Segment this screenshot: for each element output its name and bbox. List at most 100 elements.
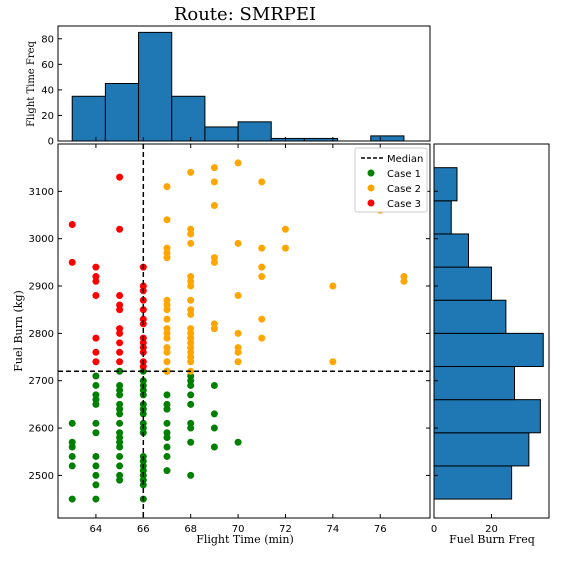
scatter-point-case2 bbox=[187, 296, 195, 304]
y-tick-label: 2700 bbox=[29, 376, 54, 387]
right-hist-bar bbox=[433, 432, 530, 467]
scatter-point-case1 bbox=[187, 419, 195, 427]
right-histogram: 0 20 bbox=[431, 143, 550, 535]
top-hist-bar bbox=[138, 31, 173, 142]
right-hist-bar bbox=[433, 200, 452, 235]
x-tick-label: 74 bbox=[326, 524, 339, 535]
scatter-point-case2 bbox=[400, 273, 408, 281]
top-hist-y-label: Flight Time Freq bbox=[26, 40, 37, 126]
scatter-point-case1 bbox=[116, 367, 124, 375]
scatter-point-case3 bbox=[116, 325, 124, 333]
y-tick-label: 2800 bbox=[29, 329, 54, 340]
scatter-point-case2 bbox=[163, 358, 171, 366]
top-hist-y-tick-label: 60 bbox=[41, 60, 54, 71]
scatter-point-case1 bbox=[210, 443, 218, 451]
right-hist-bar bbox=[433, 465, 513, 500]
scatter-point-case1 bbox=[92, 471, 100, 479]
scatter-point-case2 bbox=[258, 178, 266, 186]
scatter-point-case1 bbox=[116, 462, 124, 470]
legend-median-label: Median bbox=[387, 154, 423, 165]
scatter-point-case1 bbox=[234, 438, 242, 446]
top-hist-y-tick-label: 20 bbox=[41, 111, 54, 122]
right-hist-bar bbox=[433, 233, 469, 268]
scatter-point-case1 bbox=[187, 471, 195, 479]
scatter-point-case3 bbox=[68, 220, 76, 228]
y-tick-label: 2600 bbox=[29, 424, 54, 435]
chart-title: Route: SMRPEI bbox=[174, 4, 316, 25]
x-tick-label: 68 bbox=[184, 524, 197, 535]
scatter-point-case2 bbox=[163, 325, 171, 333]
scatter-point-case2 bbox=[281, 244, 289, 252]
scatter-point-case1 bbox=[187, 438, 195, 446]
scatter-point-case1 bbox=[163, 429, 171, 437]
scatter-point-case1 bbox=[139, 419, 147, 427]
top-histogram: 0 20 40 60 80 bbox=[41, 25, 431, 148]
scatter-point-case1 bbox=[116, 400, 124, 408]
scatter-point-case2 bbox=[163, 315, 171, 323]
top-hist-bar bbox=[104, 83, 140, 142]
legend-case1-label: Case 1 bbox=[387, 169, 421, 180]
x-tick-label: 70 bbox=[232, 524, 245, 535]
right-hist-bar bbox=[433, 266, 492, 301]
legend: Median Case 1 Case 2 Case 3 bbox=[354, 147, 428, 213]
right-hist-x-label: Fuel Burn Freq bbox=[449, 533, 535, 546]
right-hist-bar bbox=[433, 167, 458, 202]
scatter-point-case2 bbox=[210, 164, 218, 172]
right-hist-x-tick-label: 0 bbox=[431, 524, 437, 535]
scatter-point-case2 bbox=[187, 239, 195, 247]
scatter-point-case2 bbox=[329, 358, 337, 366]
right-hist-bar bbox=[433, 332, 544, 368]
scatter-point-case1 bbox=[210, 381, 218, 389]
right-hist-x-tick-label: 20 bbox=[485, 524, 498, 535]
scatter-point-case3 bbox=[92, 273, 100, 281]
scatter-point-case1 bbox=[116, 452, 124, 460]
scatter-point-case1 bbox=[163, 467, 171, 475]
scatter-point-case2 bbox=[163, 183, 171, 191]
y-tick-label: 3000 bbox=[29, 234, 54, 245]
scatter-point-case3 bbox=[116, 225, 124, 233]
scatter-point-case3 bbox=[92, 263, 100, 271]
scatter-point-case1 bbox=[163, 400, 171, 408]
top-hist-bar bbox=[71, 95, 106, 142]
scatter-point-case2 bbox=[258, 244, 266, 252]
scatter-point-case2 bbox=[258, 263, 266, 271]
top-hist-bar bbox=[303, 137, 339, 142]
top-hist-bar bbox=[204, 126, 239, 142]
scatter-point-case2 bbox=[210, 178, 218, 186]
scatter-point-case1 bbox=[116, 471, 124, 479]
scatter-point-case1 bbox=[116, 429, 124, 437]
scatter-point-case2 bbox=[234, 291, 242, 299]
scatter-point-case2 bbox=[163, 216, 171, 224]
top-hist-bar bbox=[237, 121, 272, 142]
scatter-point-case1 bbox=[68, 452, 76, 460]
right-hist-bar bbox=[433, 366, 515, 401]
scatter-point-case2 bbox=[234, 159, 242, 167]
scatter-point-case2 bbox=[329, 282, 337, 290]
scatter-point-case1 bbox=[163, 452, 171, 460]
scatter-point-case1 bbox=[92, 495, 100, 503]
scatter-point-case2 bbox=[234, 358, 242, 366]
x-tick-label: 72 bbox=[279, 524, 292, 535]
legend-case1-swatch bbox=[367, 169, 375, 177]
scatter-point-case3 bbox=[116, 348, 124, 356]
scatter-point-case2 bbox=[163, 344, 171, 352]
scatter-point-case3 bbox=[68, 258, 76, 266]
scatter-point-case2 bbox=[258, 273, 266, 281]
y-tick-label: 2900 bbox=[29, 282, 54, 293]
scatter-point-case3 bbox=[116, 291, 124, 299]
right-hist-bar bbox=[433, 299, 507, 334]
scatter-point-case2 bbox=[210, 202, 218, 210]
legend-case3-label: Case 3 bbox=[387, 199, 421, 210]
scatter-point-case1 bbox=[92, 391, 100, 399]
top-hist-y-tick-label: 0 bbox=[48, 137, 54, 148]
x-tick-label: 64 bbox=[90, 524, 103, 535]
scatter-point-case1 bbox=[187, 391, 195, 399]
legend-box bbox=[354, 147, 428, 213]
scatter-point-case2 bbox=[163, 296, 171, 304]
scatter-point-case1 bbox=[163, 443, 171, 451]
top-hist-y-tick-label: 40 bbox=[41, 85, 54, 96]
y-tick-label: 2500 bbox=[29, 471, 54, 482]
scatter-point-case3 bbox=[139, 282, 147, 290]
legend-case3-swatch bbox=[367, 199, 375, 207]
